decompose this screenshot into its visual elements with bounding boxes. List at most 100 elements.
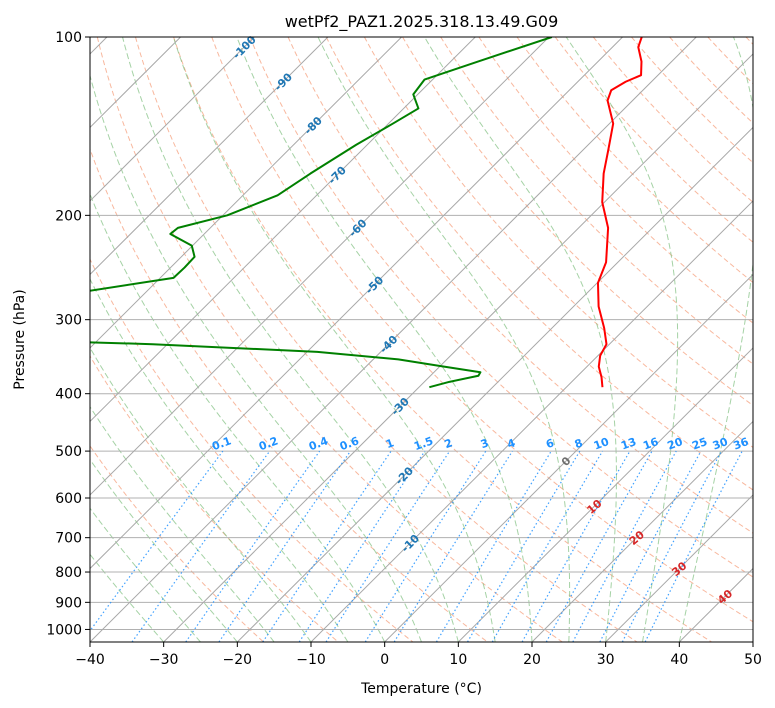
mixing-ratio-label: 16: [641, 435, 660, 453]
moist-adiabat-line: [90, 458, 238, 642]
dry-adiabat-line: [173, 37, 712, 642]
x-tick-label: 30: [597, 652, 615, 668]
mixing-ratio-line: [644, 450, 743, 642]
mixing-ratio-label: 13: [619, 435, 638, 452]
moist-adiabat-line: [172, 37, 496, 642]
chart-title: wetPf2_PAZ1.2025.318.13.49.G09: [285, 12, 559, 32]
plot-frame: [89, 36, 754, 643]
isotherm-line: [90, 37, 476, 423]
temperature-profile-line: [596, 37, 643, 388]
dry-adiabat-line: [440, 37, 753, 365]
y-axis-label: Pressure (hPa): [12, 289, 28, 389]
mixing-ratio-label: 20: [666, 435, 685, 453]
y-tick-label: 200: [55, 208, 82, 224]
moist-adiabat-line: [90, 73, 422, 642]
x-tick-label: 50: [744, 652, 762, 668]
moist-adiabat-line: [565, 37, 679, 642]
moist-adiabat-line: [317, 37, 571, 642]
dry-adiabat-line: [478, 37, 753, 324]
dry-adiabat-line: [134, 37, 638, 642]
y-tick-label: 900: [55, 595, 82, 611]
mixing-ratio-line: [298, 450, 426, 642]
dry-adiabat-line: [90, 147, 488, 642]
isotherm-line: [236, 126, 753, 642]
mixing-ratio-label: 0.2: [257, 434, 280, 453]
moist-adiabat-line: [90, 507, 201, 642]
moist-adiabat-line: [90, 405, 275, 642]
isotherm-line: [605, 494, 753, 642]
mixing-ratio-label: 0.4: [307, 434, 330, 453]
mixing-ratio-label: 0.6: [338, 434, 361, 453]
dry-adiabat-line: [363, 37, 753, 448]
x-tick-label: −20: [223, 652, 253, 668]
mixing-ratio-label: 2: [443, 436, 455, 451]
moist-adiabat-line: [90, 192, 386, 642]
dry-adiabat-line: [90, 355, 339, 642]
mixing-ratio-line: [185, 450, 321, 642]
isotherm-line: [384, 273, 753, 642]
mixing-ratio-label: 10: [592, 435, 611, 453]
profile-lines: [90, 37, 643, 389]
isotherm-line: [90, 37, 329, 276]
moist-adiabat-line: [90, 277, 349, 642]
axes: −40 −30 −20 −10 0 10 20 30 40 5010020030040050060…: [46, 30, 762, 668]
mixing-ratio-label: 4: [505, 436, 517, 451]
x-tick-label: 40: [670, 652, 688, 668]
mixing-ratio-line: [545, 450, 653, 642]
mixing-ratio-label: 30: [711, 435, 730, 453]
mixing-ratio-label: 1: [384, 436, 396, 451]
dry-adiabat-line: [90, 258, 414, 642]
dry-adiabat-line: [211, 37, 753, 623]
mixing-ratio-label: 36: [732, 435, 751, 453]
x-tick-label: −40: [75, 652, 105, 668]
y-tick-label: 800: [55, 565, 82, 581]
isotherm-line: [90, 37, 402, 349]
mixing-ratio-line: [521, 450, 631, 642]
mixing-ratio-label: 1.5: [412, 434, 435, 453]
isotherm-line: [531, 420, 753, 642]
moist-adiabat-line: [424, 37, 617, 642]
moist-adiabat-line: [236, 37, 533, 642]
x-axis-label: Temperature (°C): [360, 681, 482, 697]
dry-adiabat-line: [96, 37, 563, 642]
x-tick-label: −10: [296, 652, 326, 668]
isotherm-line: [457, 347, 753, 642]
x-tick-label: −30: [149, 652, 179, 668]
dry-adiabat-line: [516, 37, 753, 284]
isotherm-line: [310, 200, 753, 642]
y-tick-label: 700: [55, 531, 82, 547]
dry-adiabat-line: [90, 445, 264, 642]
mixing-ratio-line: [393, 450, 513, 642]
isotherm-line: [90, 37, 255, 202]
dry-adiabat-line: [402, 37, 753, 407]
mixing-ratio-line: [262, 450, 392, 642]
y-tick-label: 600: [55, 491, 82, 507]
isotherm-line: [90, 37, 550, 496]
mixing-ratio-line: [364, 450, 487, 642]
y-tick-label: 100: [55, 30, 82, 46]
dewpoint-profile-line: [90, 37, 553, 389]
isotherm-line: [163, 53, 753, 642]
mixing-ratio-label: 3: [479, 436, 491, 451]
x-tick-label: 0: [380, 652, 389, 668]
isotherm-line: [90, 37, 697, 642]
mixing-ratio-label: 8: [573, 436, 585, 451]
mixing-ratio-line: [90, 450, 224, 632]
mixing-ratio-line: [572, 450, 677, 642]
mixing-ratio-label: 6: [544, 436, 556, 451]
y-tick-label: 400: [55, 387, 82, 403]
y-tick-label: 1000: [46, 622, 82, 638]
mixing-ratio-label: 25: [690, 435, 709, 452]
dry-adiabat-line: [325, 37, 753, 491]
background-lines: [90, 37, 753, 642]
y-tick-label: 300: [55, 313, 82, 329]
mixing-ratio-label: 0.1: [210, 434, 233, 453]
mixing-ratio-line: [218, 450, 351, 642]
moist-adiabat-line: [678, 37, 753, 642]
mixing-ratio-line: [131, 450, 271, 642]
x-tick-label: 10: [449, 652, 467, 668]
y-tick-label: 500: [55, 444, 82, 460]
x-tick-label: 20: [523, 652, 541, 668]
